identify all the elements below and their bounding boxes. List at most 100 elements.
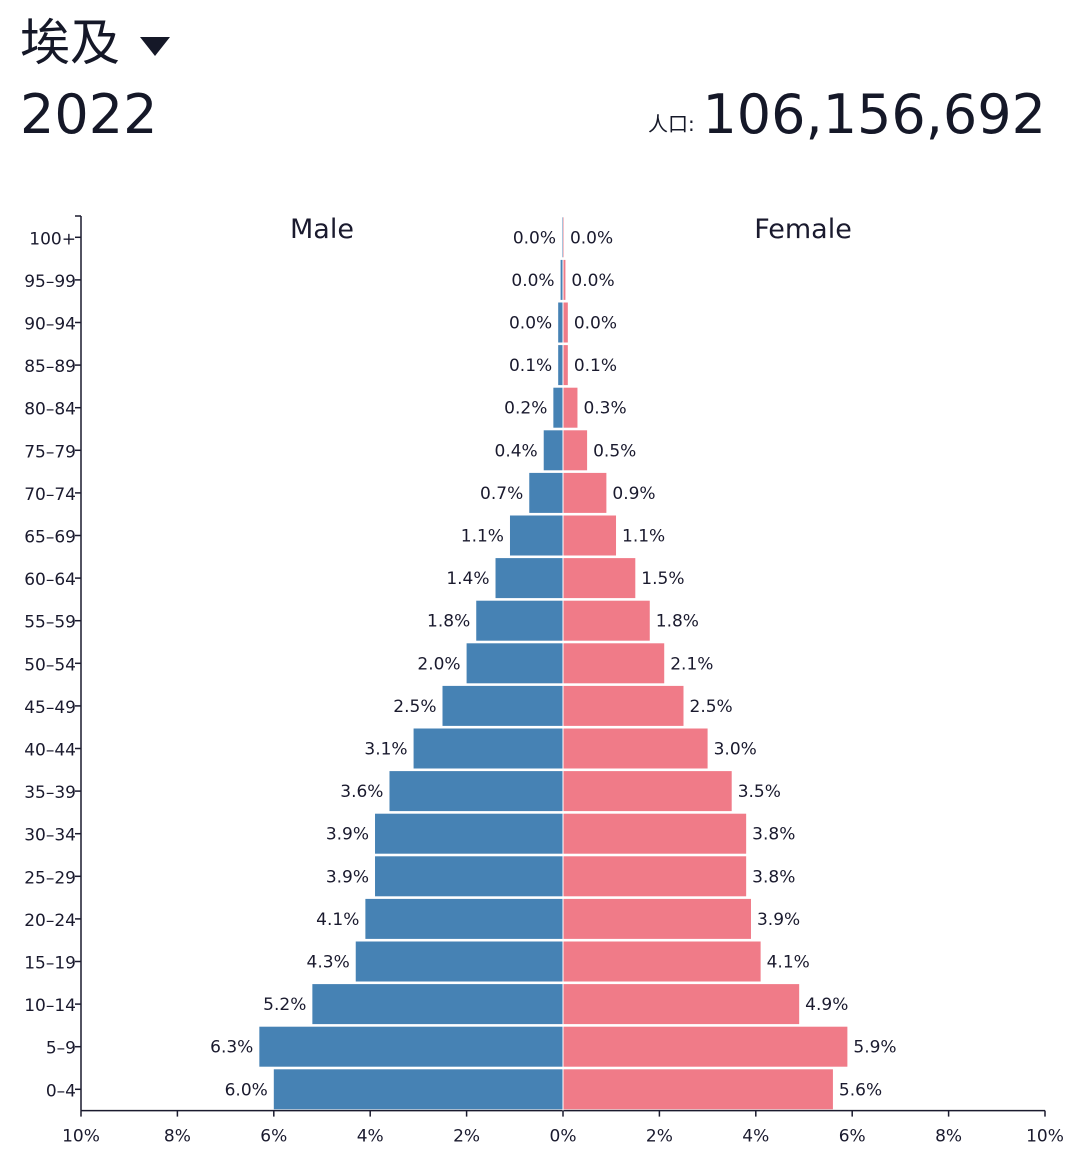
female-bar: [563, 728, 708, 769]
year-label: 2022: [20, 83, 158, 146]
male-data-label: 1.8%: [427, 612, 470, 632]
female-bar: [563, 771, 732, 812]
male-data-label: 0.0%: [511, 271, 554, 291]
x-tick-label: 8%: [935, 1127, 962, 1147]
male-data-label: 3.6%: [340, 782, 383, 802]
male-bar: [558, 345, 563, 386]
caret-down-icon[interactable]: [140, 36, 170, 56]
y-tick-label: 75–79: [24, 442, 76, 462]
male-bar: [529, 472, 563, 513]
male-bar: [442, 685, 563, 726]
x-tick-label: 8%: [164, 1127, 191, 1147]
y-tick-label: 80–84: [24, 400, 76, 420]
female-data-label: 0.9%: [612, 484, 655, 504]
x-tick-label: 6%: [839, 1127, 866, 1147]
y-tick-label: 20–24: [24, 911, 76, 931]
x-tick-label: 10%: [1026, 1127, 1064, 1147]
male-bar: [560, 259, 563, 300]
male-bar: [375, 813, 563, 854]
y-tick-label: 60–64: [24, 570, 76, 590]
series-title-male: Male: [290, 214, 354, 245]
y-tick-label: 70–74: [24, 485, 76, 505]
male-bar: [495, 558, 563, 599]
series-title-female: Female: [754, 214, 852, 245]
x-tick-label: 4%: [742, 1127, 769, 1147]
female-data-label: 0.1%: [574, 356, 617, 376]
y-tick-label: 0–4: [46, 1081, 76, 1101]
female-bar: [563, 259, 566, 300]
female-data-label: 0.0%: [570, 228, 613, 248]
male-data-label: 3.9%: [326, 825, 369, 845]
x-tick-label: 2%: [453, 1127, 480, 1147]
x-tick-label: 4%: [357, 1127, 384, 1147]
female-bar: [563, 813, 747, 854]
male-data-label: 0.0%: [509, 314, 552, 334]
male-data-label: 6.3%: [210, 1038, 253, 1058]
female-bar: [563, 558, 636, 599]
female-bar: [563, 430, 588, 471]
male-bar: [273, 1069, 563, 1110]
y-tick-label: 100+: [29, 229, 76, 249]
female-data-label: 3.8%: [752, 867, 795, 887]
male-data-label: 0.1%: [509, 356, 552, 376]
female-data-label: 0.0%: [574, 314, 617, 334]
population-label: 人口:: [648, 112, 695, 136]
female-bar: [563, 984, 800, 1025]
male-data-label: 0.4%: [495, 441, 538, 461]
male-bar: [509, 515, 563, 556]
country-dropdown[interactable]: 埃及: [20, 8, 170, 78]
male-data-label: 0.2%: [504, 399, 547, 419]
male-data-label: 0.7%: [480, 484, 523, 504]
female-bar: [563, 515, 617, 556]
male-data-label: 5.2%: [263, 995, 306, 1015]
female-bar: [563, 345, 568, 386]
female-bar: [563, 302, 568, 343]
female-bar: [563, 898, 751, 939]
y-tick-label: 25–29: [24, 868, 76, 888]
female-data-label: 5.6%: [839, 1080, 882, 1100]
male-bar: [365, 898, 563, 939]
male-bar: [389, 771, 563, 812]
male-bar: [466, 643, 563, 684]
male-data-label: 4.1%: [316, 910, 359, 930]
x-tick-label: 10%: [62, 1127, 100, 1147]
male-data-label: 0.0%: [513, 228, 556, 248]
x-tick-label: 2%: [646, 1127, 673, 1147]
male-bar: [375, 856, 563, 897]
female-data-label: 5.9%: [853, 1038, 896, 1058]
male-data-label: 1.4%: [446, 569, 489, 589]
female-bar: [563, 472, 607, 513]
female-bar: [563, 685, 684, 726]
female-data-label: 3.0%: [714, 740, 757, 760]
y-tick-label: 55–59: [24, 613, 76, 633]
male-bar: [312, 984, 563, 1025]
y-tick-label: 45–49: [24, 698, 76, 718]
y-tick-label: 40–44: [24, 741, 76, 761]
male-bar: [553, 387, 563, 428]
population-value: 106,156,692: [702, 83, 1046, 146]
male-data-label: 1.1%: [461, 527, 504, 547]
female-data-label: 4.9%: [805, 995, 848, 1015]
male-data-label: 3.9%: [326, 867, 369, 887]
female-bar: [563, 600, 650, 641]
female-data-label: 0.5%: [593, 441, 636, 461]
y-tick-label: 65–69: [24, 528, 76, 548]
y-tick-label: 90–94: [24, 315, 76, 335]
female-bar: [563, 941, 761, 982]
y-tick-label: 5–9: [46, 1039, 76, 1059]
male-data-label: 2.0%: [417, 654, 460, 674]
male-bar: [558, 302, 563, 343]
female-data-label: 1.5%: [641, 569, 684, 589]
male-bar: [259, 1026, 563, 1067]
female-data-label: 1.1%: [622, 527, 665, 547]
country-name: 埃及: [20, 14, 120, 72]
female-data-label: 1.8%: [656, 612, 699, 632]
female-data-label: 3.5%: [738, 782, 781, 802]
female-data-label: 0.3%: [583, 399, 626, 419]
x-tick-label: 6%: [260, 1127, 287, 1147]
female-bar: [563, 1069, 833, 1110]
female-bar: [563, 387, 578, 428]
male-bar: [413, 728, 563, 769]
y-tick-label: 95–99: [24, 272, 76, 292]
